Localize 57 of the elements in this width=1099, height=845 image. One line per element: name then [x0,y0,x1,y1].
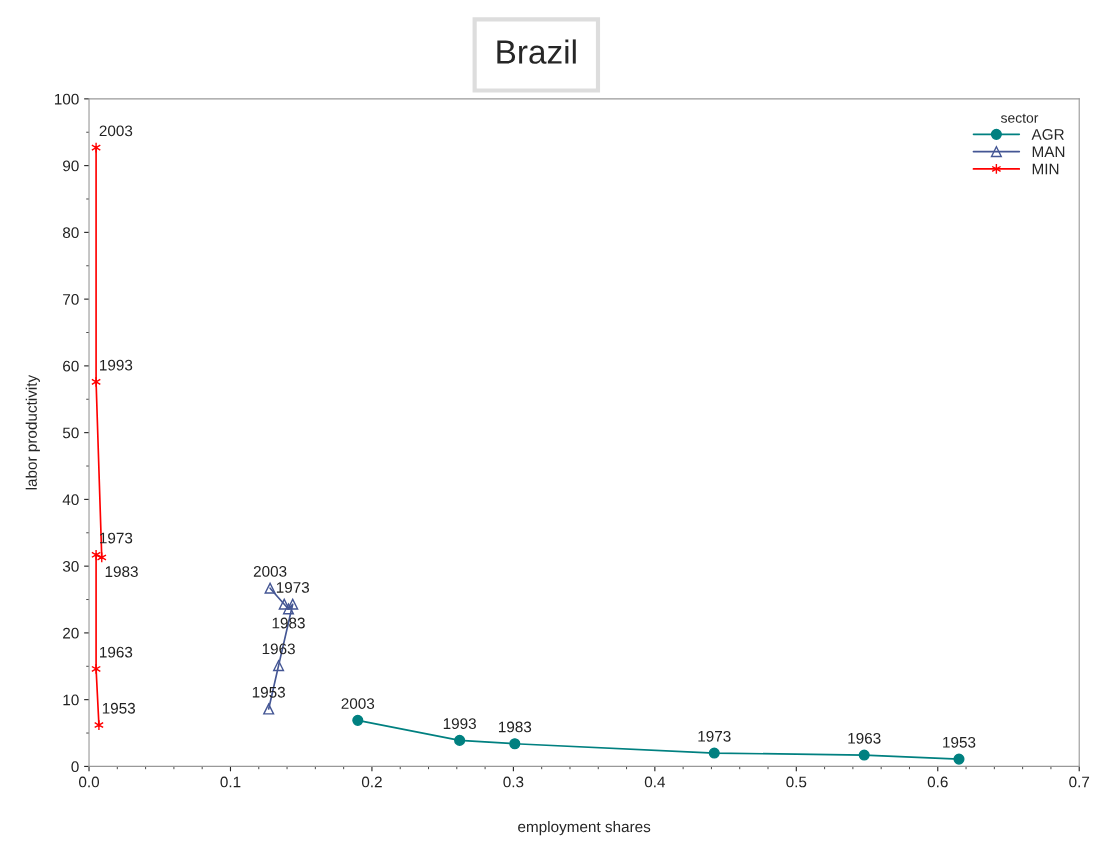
x-tick-label: 0.7 [1069,776,1090,788]
point [282,603,295,615]
y-axis-title: labor productivity [25,374,40,490]
point [91,663,101,675]
point [708,747,720,759]
annotation: 1963 [848,732,881,744]
point [91,376,101,388]
point [91,549,101,561]
x-tick-label: 0.3 [503,776,524,788]
legend-label: MAN [1032,146,1065,157]
y-tick-label: 40 [62,494,79,506]
y-tick-label: 90 [63,160,79,172]
chart-title: Brazil [497,39,576,64]
annotation: 1983 [498,721,532,733]
y-tick-label: 70 [63,294,79,305]
legend-title: sector [1000,113,1039,123]
y-tick-label: 30 [62,561,79,572]
annotation: 1953 [102,702,136,714]
x-tick-label: 0.4 [644,776,666,788]
legend-label: MIN [1032,163,1059,175]
annotation: 2003 [253,566,287,577]
point [858,749,870,761]
point [509,738,521,750]
point [273,660,285,672]
point [287,598,299,610]
annotation: 1973 [276,582,310,593]
point [263,703,275,715]
point [454,734,466,746]
y-tick-label: 0 [71,761,79,773]
annotation: 1963 [100,646,133,658]
x-tick-label: 0.6 [927,776,948,788]
point [953,753,965,765]
y-tick-label: 20 [63,627,79,639]
x-tick-label: 0.2 [361,776,382,788]
point [91,142,101,154]
point [352,714,364,726]
x-tick-label: 0.5 [786,776,807,788]
annotation: 1983 [105,566,138,578]
y-tick-label: 50 [62,427,79,439]
point [96,551,107,564]
annotation: 1993 [443,718,476,730]
y-tick-label: 60 [63,360,79,372]
x-tick-label: 0.0 [79,776,100,788]
legend-label: AGR [1031,129,1064,140]
point [264,582,276,594]
point [94,719,104,731]
y-tick-label: 100 [54,93,79,105]
annotation: 1973 [698,730,731,742]
point [278,598,290,610]
annotation: 1993 [100,359,133,371]
annotation: 2003 [99,125,133,137]
y-tick-label: 10 [63,694,79,706]
annotation: 1953 [943,736,976,748]
annotation: 2003 [341,698,375,709]
x-tick-label: 0.1 [220,776,241,788]
y-tick-label: 80 [62,227,79,239]
x-axis-title: employment shares [518,820,651,836]
